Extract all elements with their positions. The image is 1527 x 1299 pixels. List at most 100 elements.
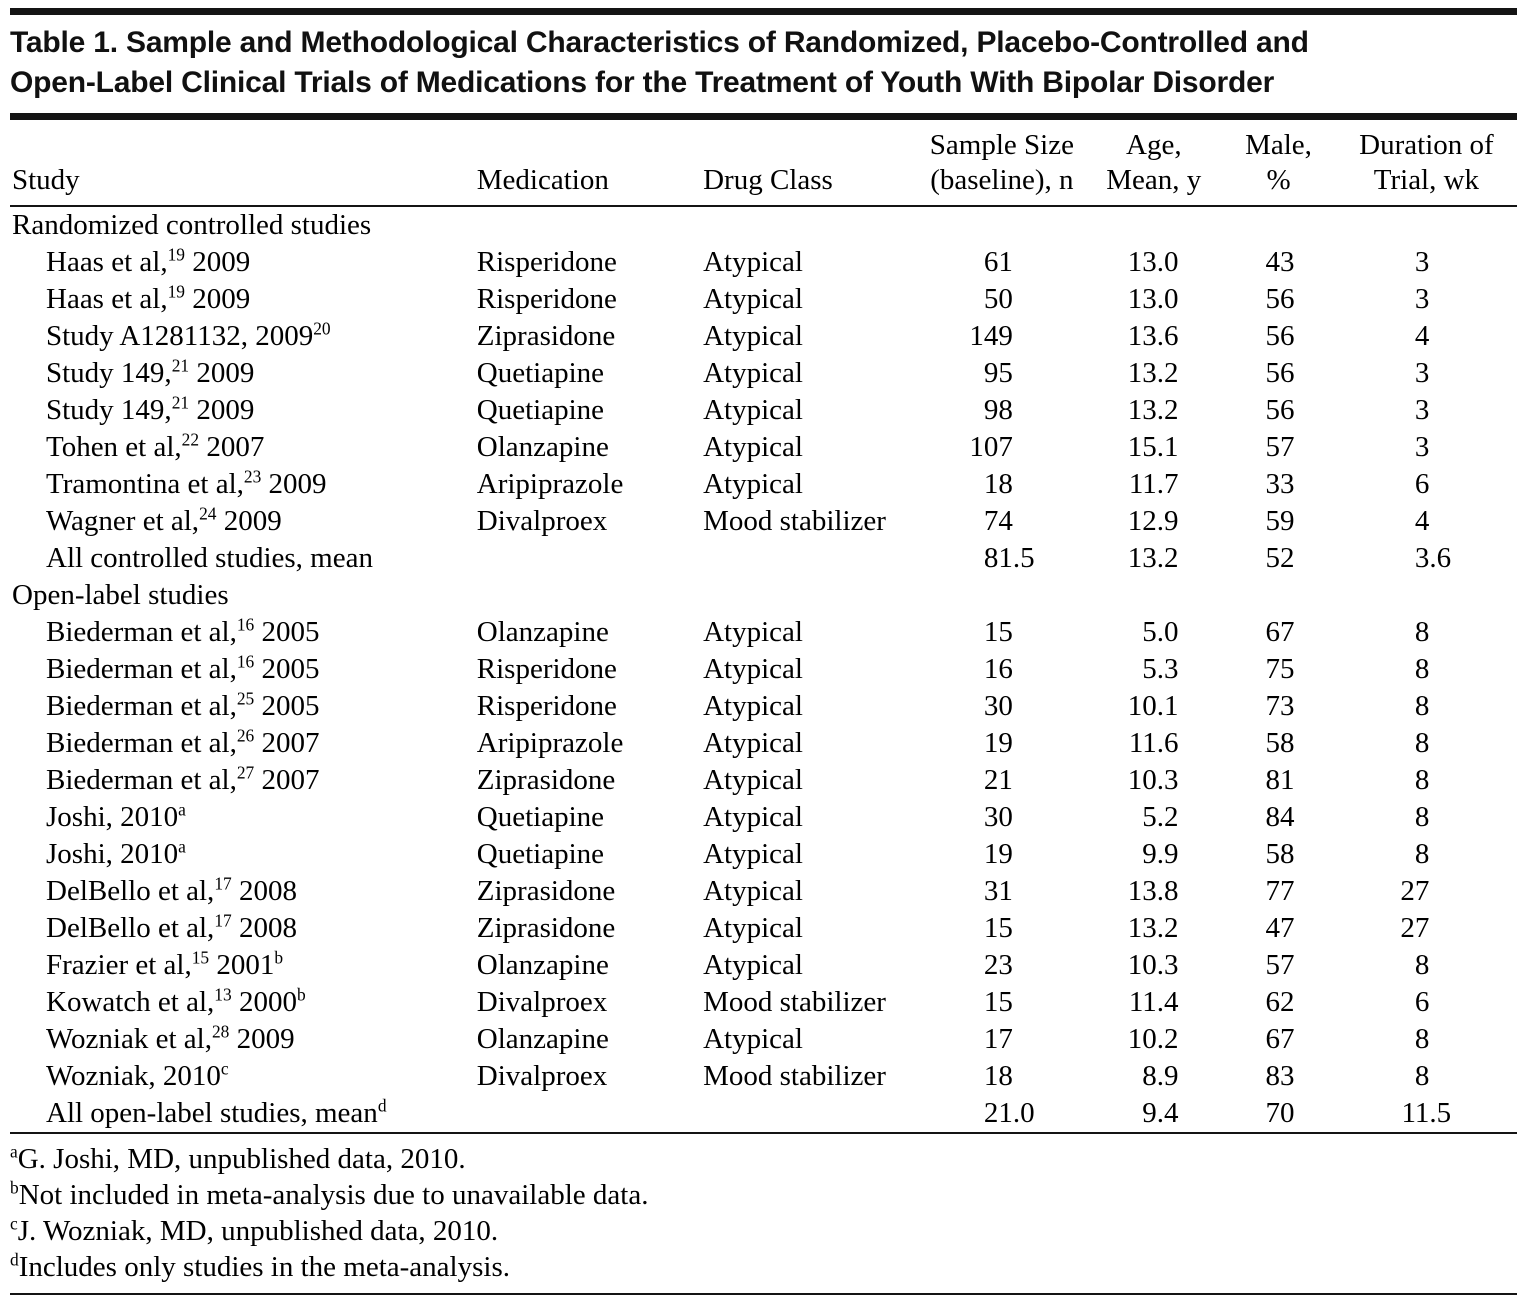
superscript: d [10, 1249, 19, 1270]
cell-drug_class: Atypical [703, 912, 803, 944]
cell-duration: 8 [1336, 1021, 1517, 1058]
cell-medication: Ziprasidone [476, 320, 616, 352]
numeric-value: 58 [1265, 727, 1295, 759]
superscript: 17 [214, 910, 232, 931]
cell-sample_size: 30 [917, 688, 1086, 725]
column-header-line: Age, [1126, 129, 1182, 161]
superscript: 19 [167, 244, 185, 265]
column-header-line: Medication [476, 164, 609, 196]
superscript: b [274, 947, 284, 968]
cell-drug_class: Atypical [703, 283, 803, 315]
cell-sample_size: 30 [917, 799, 1086, 836]
numeric-value: 83 [1265, 1060, 1295, 1092]
cell-duration: 3 [1336, 281, 1517, 318]
numeric-value: 56 [1265, 394, 1295, 426]
superscript: 28 [211, 1021, 230, 1042]
cell-age: 9.4 [1086, 1095, 1221, 1132]
cell-male: 43 [1221, 244, 1336, 281]
superscript: 22 [181, 429, 200, 450]
cell-duration: 8 [1336, 762, 1517, 799]
cell-study: Wozniak et al,28 2009 [46, 1021, 295, 1055]
cell-age: 13.8 [1086, 873, 1221, 910]
cell-duration: 27 [1336, 910, 1517, 947]
cell-medication: Aripiprazole [476, 468, 624, 500]
column-header-male: Male,% [1221, 120, 1336, 207]
table-row: Study A1281132, 200920 Ziprasidone Atypica… [10, 318, 1517, 355]
cell-male: 62 [1221, 984, 1336, 1021]
cell-medication: Quetiapine [476, 394, 604, 426]
cell-medication [475, 1095, 701, 1132]
cell-male: 56 [1221, 392, 1336, 429]
superscript: c [220, 1058, 229, 1079]
numeric-value: 75 [1265, 653, 1295, 685]
numeric-value: 57 [1265, 431, 1295, 463]
cell-study: Study A1281132, 200920 [46, 318, 331, 352]
cell-medication [475, 540, 701, 577]
numeric-value: 8 [1414, 764, 1430, 796]
numeric-value: 8 [1414, 690, 1430, 722]
numeric-value: 8 [1414, 949, 1430, 981]
cell-sample_size: 31 [917, 873, 1086, 910]
cell-age: 10.2 [1086, 1021, 1221, 1058]
cell-medication: Divalproex [476, 1060, 608, 1092]
numeric-value: 8 [1414, 838, 1430, 870]
cell-medication: Aripiprazole [476, 727, 624, 759]
table-row: Frazier et al,15 2001b Olanzapine Atypical… [10, 947, 1517, 984]
superscript: 15 [191, 947, 210, 968]
cell-sample_size: 21.0 [917, 1095, 1086, 1132]
numeric-value: 13.8 [1127, 875, 1179, 907]
superscript: b [10, 1177, 19, 1198]
cell-age: 13.0 [1086, 244, 1221, 281]
numeric-value: 74 [983, 505, 1013, 537]
table-row: Tohen et al,22 2007 Olanzapine Atypical 107… [10, 429, 1517, 466]
numeric-value: 73 [1265, 690, 1295, 722]
superscript: a [178, 836, 186, 857]
cell-duration: 4 [1336, 318, 1517, 355]
superscript: 16 [236, 614, 255, 635]
table-title-line-1: Table 1. Sample and Methodological Chara… [10, 26, 1309, 59]
cell-study: Joshi, 2010a [46, 799, 186, 833]
cell-drug_class: Atypical [703, 949, 803, 981]
cell-male: 75 [1221, 651, 1336, 688]
table-row: DelBello et al,17 2008 Ziprasidone Atypica… [10, 910, 1517, 947]
cell-medication: Quetiapine [476, 357, 604, 389]
numeric-value: 58 [1265, 838, 1295, 870]
cell-drug_class: Atypical [703, 727, 803, 759]
cell-sample_size: 15 [917, 614, 1086, 651]
cell-sample_size: 19 [917, 836, 1086, 873]
cell-male: 47 [1221, 910, 1336, 947]
numeric-value: 8 [1414, 727, 1430, 759]
superscript: 21 [171, 355, 190, 376]
numeric-value: 13.6 [1127, 320, 1179, 352]
cell-duration: 3 [1336, 244, 1517, 281]
cell-age: 13.2 [1086, 910, 1221, 947]
numeric-value: 11.6 [1128, 727, 1179, 759]
cell-study: Joshi, 2010a [46, 836, 186, 870]
numeric-value: 6 [1414, 986, 1430, 1018]
cell-drug_class: Atypical [703, 690, 803, 722]
cell-male: 56 [1221, 355, 1336, 392]
superscript: a [10, 1141, 18, 1162]
numeric-value: 10.2 [1127, 1023, 1179, 1055]
cell-male: 67 [1221, 614, 1336, 651]
numeric-value: 8 [1414, 653, 1430, 685]
cell-medication: Risperidone [476, 653, 617, 685]
footnote: aG. Joshi, MD, unpublished data, 2010. [10, 1141, 466, 1175]
column-header-medication: Medication [474, 120, 702, 207]
numeric-value: 5.2 [1142, 801, 1179, 833]
numeric-value: 17 [983, 1023, 1013, 1055]
cell-male: 52 [1221, 540, 1336, 577]
cell-study: Frazier et al,15 2001b [46, 947, 284, 981]
numeric-value: 8 [1414, 801, 1430, 833]
superscript: 23 [243, 466, 262, 487]
cell-duration: 3 [1336, 355, 1517, 392]
numeric-value: 13.2 [1127, 912, 1179, 944]
cell-sample_size: 15 [917, 910, 1086, 947]
cell-age: 5.0 [1086, 614, 1221, 651]
column-header-line: (baseline), n [930, 164, 1074, 196]
numeric-value: 13.2 [1127, 394, 1179, 426]
cell-duration: 3.6 [1336, 540, 1517, 577]
column-header-study: Study [10, 120, 475, 207]
numeric-value: 10.3 [1127, 764, 1179, 796]
